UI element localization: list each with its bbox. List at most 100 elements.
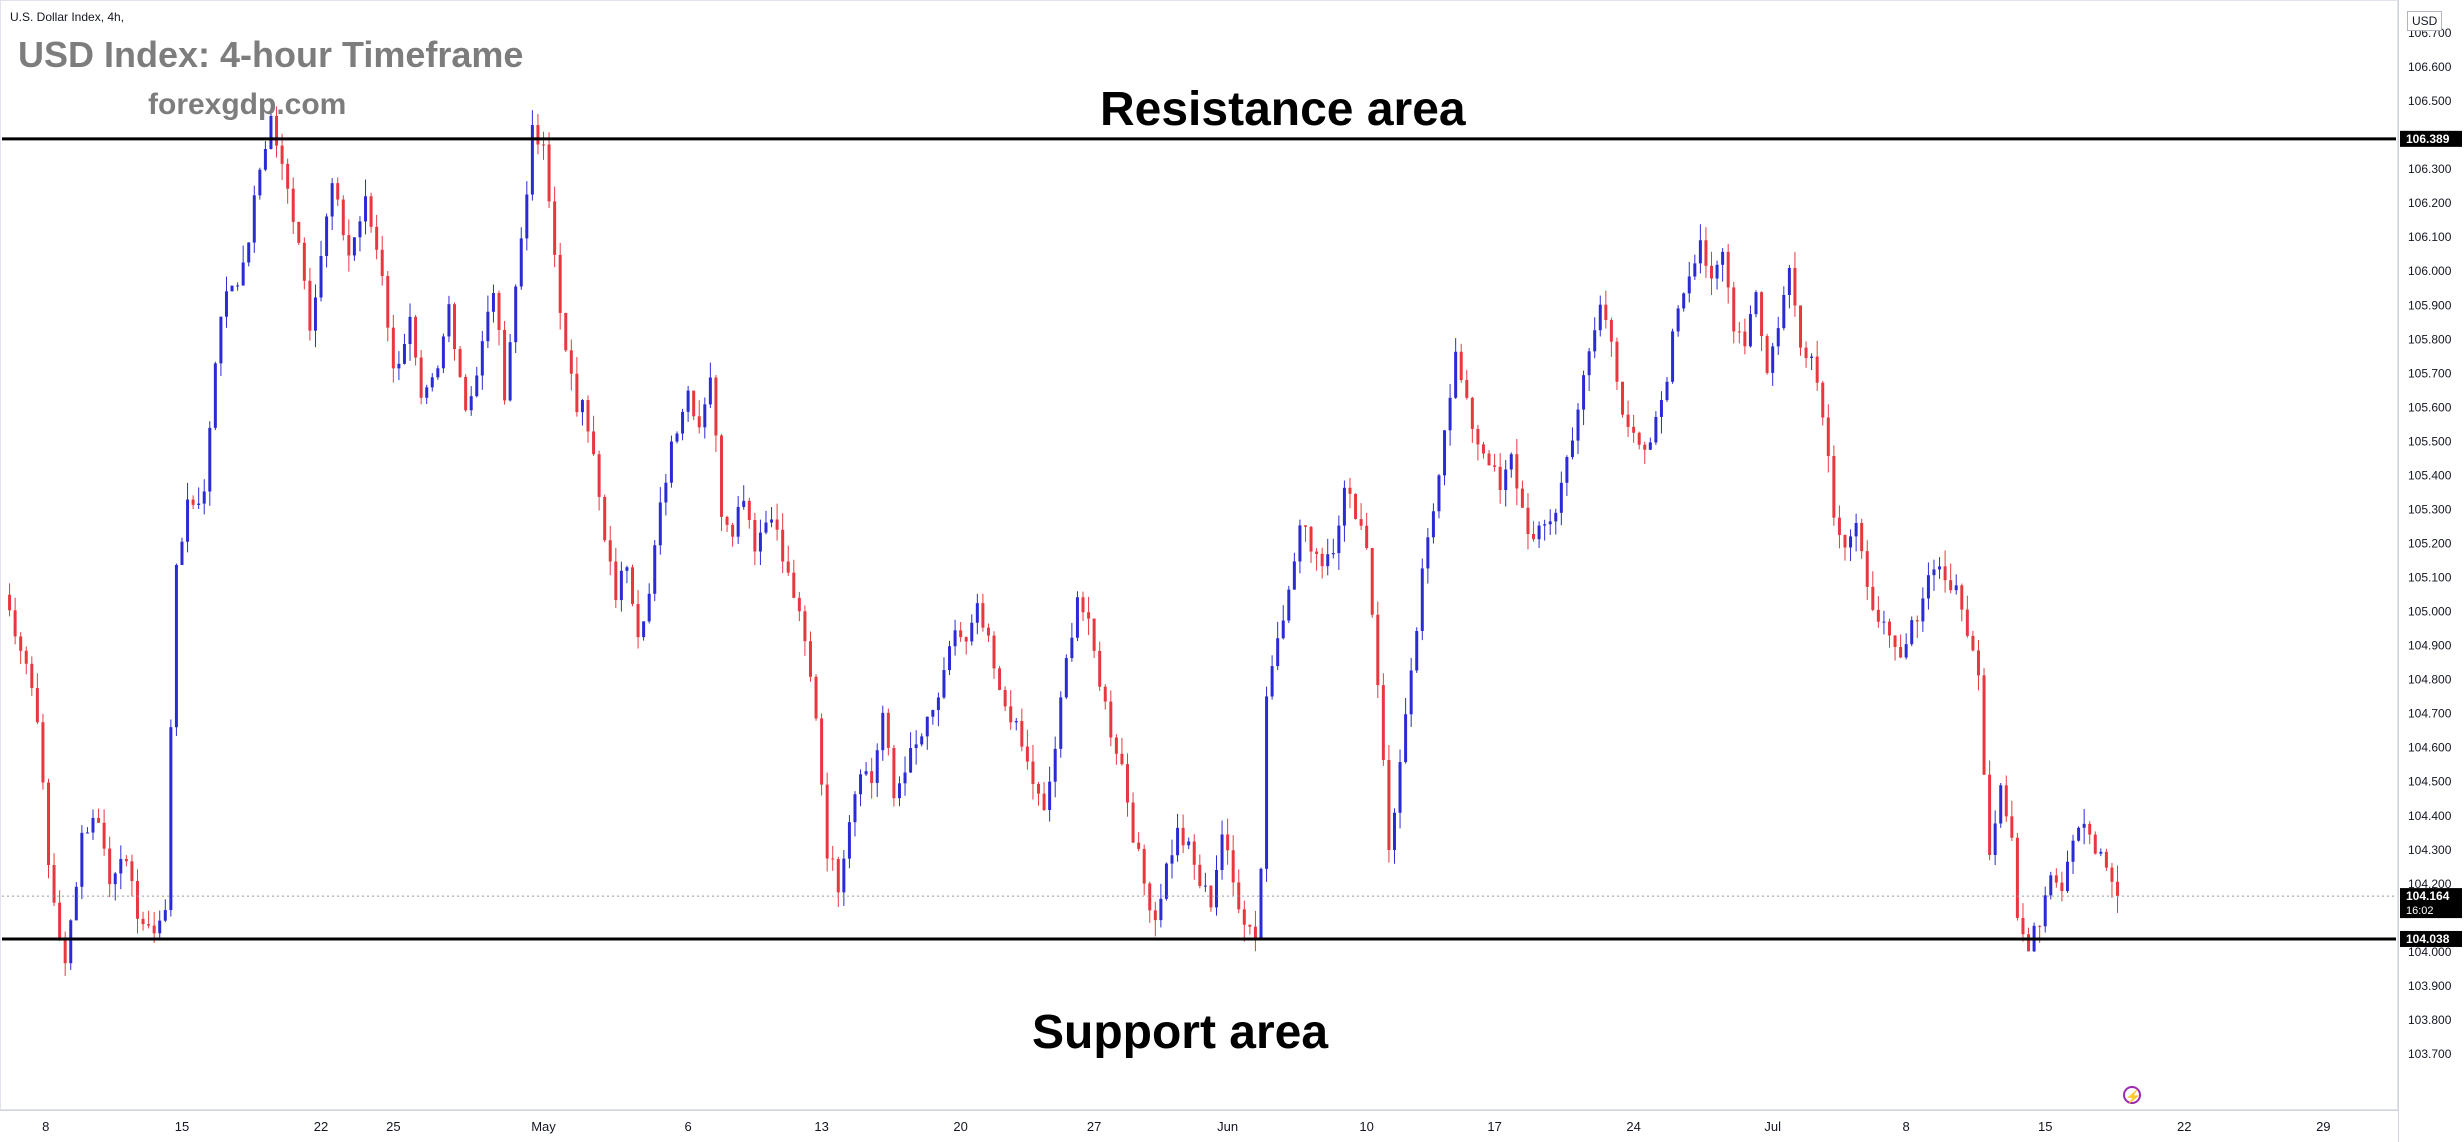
candle-body	[519, 238, 523, 287]
candle-body	[1493, 465, 1497, 467]
candle-body	[397, 363, 401, 369]
x-tick-label: 20	[953, 1119, 967, 1134]
candle-body	[903, 772, 907, 784]
candle-body	[1070, 637, 1074, 659]
candle-body	[130, 861, 134, 882]
candle-body	[163, 910, 167, 921]
candle-body	[1915, 620, 1919, 622]
y-tick-labels: 106.700106.600106.500106.300106.200106.1…	[2408, 26, 2452, 1061]
candle-body	[13, 610, 17, 637]
candle-body	[308, 280, 312, 331]
candle-body	[758, 532, 762, 552]
candle-body	[97, 817, 101, 823]
candle-body	[441, 336, 445, 369]
candle-body	[458, 349, 462, 377]
candle-body	[503, 329, 507, 401]
candle-body	[1292, 561, 1296, 590]
candles	[8, 106, 2120, 977]
candle-body	[1348, 487, 1352, 494]
candle-body	[553, 201, 557, 255]
candle-body	[681, 411, 685, 434]
candle-body	[1654, 416, 1658, 443]
candle-body	[1887, 621, 1891, 636]
candle-body	[391, 327, 395, 369]
candle-body	[775, 519, 779, 530]
candle-body	[219, 316, 223, 364]
candle-body	[336, 183, 340, 200]
candle-body	[1632, 426, 1636, 433]
candle-body	[1687, 276, 1691, 294]
candle-body	[1315, 551, 1319, 554]
candle-body	[764, 522, 768, 533]
candle-body	[1926, 575, 1930, 599]
candle-body	[1609, 320, 1613, 342]
candle-body	[230, 285, 234, 292]
y-tick-label: 104.200	[2408, 877, 2452, 891]
y-tick-label: 105.600	[2408, 400, 2452, 414]
candle-body	[1003, 689, 1007, 707]
currency-button[interactable]: USD	[2407, 11, 2443, 31]
last-price-label-bg	[2400, 888, 2462, 919]
candle-body	[1020, 721, 1024, 747]
candle-body	[1465, 380, 1469, 398]
candle-body	[586, 400, 590, 432]
candle-body	[1109, 701, 1113, 738]
candle-body	[236, 285, 240, 287]
y-tick-label: 104.700	[2408, 707, 2452, 721]
candle-body	[959, 630, 963, 638]
candle-body	[2015, 837, 2019, 918]
candle-body	[1726, 251, 1730, 288]
candle-body	[1787, 267, 1791, 295]
candle-body	[347, 235, 351, 256]
candle-body	[1053, 748, 1057, 782]
candle-body	[647, 593, 651, 622]
y-tick-label: 105.700	[2408, 366, 2452, 380]
last-price-label: 104.164	[2406, 889, 2450, 903]
candle-body	[1064, 658, 1068, 698]
candle-body	[1938, 566, 1942, 570]
candle-body	[842, 858, 846, 893]
candle-body	[1865, 551, 1869, 587]
candle-body	[564, 312, 568, 351]
candle-body	[1031, 761, 1035, 784]
candle-body	[736, 506, 740, 537]
lightning-icon[interactable]: ⚡	[2123, 1086, 2141, 1104]
candle-body	[669, 441, 673, 483]
candle-body	[1910, 620, 1914, 645]
candle-body	[2110, 867, 2114, 882]
candle-body	[1409, 670, 1413, 715]
candle-body	[2116, 881, 2120, 897]
candle-body	[1732, 287, 1736, 332]
candle-body	[697, 416, 701, 428]
candle-body	[74, 886, 78, 921]
candle-body	[369, 196, 373, 227]
candle-body	[1159, 898, 1163, 921]
candle-body	[719, 435, 723, 517]
y-tick-label: 104.400	[2408, 809, 2452, 823]
candle-body	[52, 864, 56, 903]
candle-body	[1231, 850, 1235, 883]
candle-body	[2065, 861, 2069, 892]
candle-body	[1893, 635, 1897, 647]
candle-body	[1676, 308, 1680, 332]
candle-body	[1748, 314, 1752, 347]
candle-body	[1737, 331, 1741, 333]
candle-body	[1326, 554, 1330, 567]
candle-body	[1565, 457, 1569, 483]
chart-source: forexgdp.com	[148, 88, 347, 121]
candle-body	[920, 736, 924, 745]
candle-body	[1899, 646, 1903, 658]
candle-body	[2088, 823, 2092, 835]
candle-body	[625, 567, 629, 571]
candle-body	[525, 194, 529, 239]
candle-body	[998, 668, 1002, 690]
y-tick-label: 103.700	[2408, 1047, 2452, 1061]
candle-body	[1009, 706, 1013, 723]
candle-body	[942, 670, 946, 698]
candle-body	[1392, 812, 1396, 850]
candle-body	[875, 750, 879, 783]
candle-body	[536, 125, 540, 145]
price-labels: 106.389 104.164 16:02 104.038	[2400, 130, 2462, 947]
candle-body	[2082, 823, 2086, 828]
candle-body	[1604, 304, 1608, 321]
